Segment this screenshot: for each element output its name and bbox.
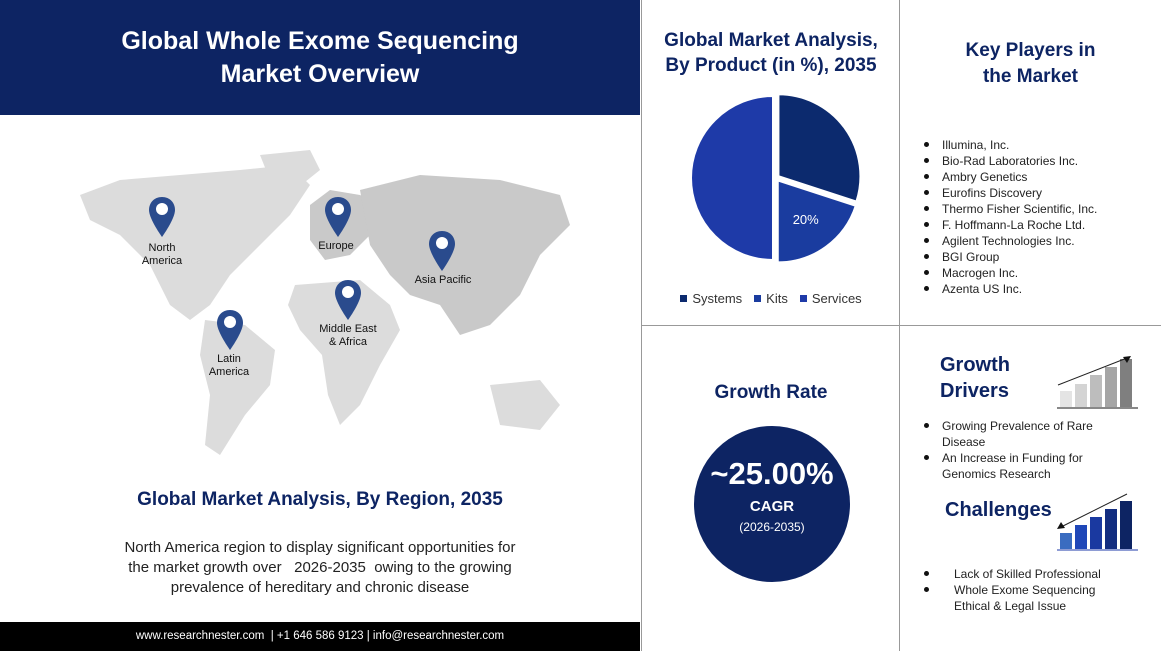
region-analysis-title: Global Market Analysis, By Region, 2035 — [137, 489, 503, 510]
map-pin-latin-america[interactable] — [216, 310, 244, 355]
map-label-middle-east-africa: Middle East & Africa — [319, 323, 377, 348]
key-players-list: Illumina, Inc. Bio-Rad Laboratories Inc. A… — [924, 137, 1097, 297]
map-pin-middle-east-africa[interactable] — [334, 280, 362, 325]
list-item: Growing Prevalence of Rare Disease — [924, 418, 1124, 450]
divider — [641, 325, 1161, 326]
list-item: Eurofins Discovery — [924, 185, 1097, 201]
map-label-latin-america: Latin America — [208, 353, 250, 378]
list-item: Lack of Skilled Professional — [924, 566, 1124, 582]
page-title: Global Whole Exome Sequencing Market Ove… — [0, 0, 640, 115]
world-map — [80, 150, 570, 455]
legend-item: Services — [799, 291, 862, 306]
list-item: F. Hoffmann-La Roche Ltd. — [924, 217, 1097, 233]
location-pin-icon — [149, 197, 175, 237]
pie-legend: Systems Kits Services — [642, 289, 900, 307]
location-pin-icon — [217, 310, 243, 350]
cagr-label: CAGR — [749, 498, 795, 515]
pie-slice-systems — [777, 93, 862, 203]
list-item: Azenta US Inc. — [924, 281, 1097, 297]
asia-shape — [360, 175, 570, 335]
challenges-title: Challenges — [945, 499, 1052, 521]
australia-shape — [490, 380, 560, 430]
map-label-asia-pacific: Asia Pacific — [414, 274, 472, 286]
legend-label: Systems — [692, 291, 743, 306]
legend-item: Systems — [680, 291, 742, 306]
footer-contact: www.researchnester.com | +1 646 586 9123… — [0, 622, 640, 651]
legend-label: Services — [811, 291, 862, 306]
map-pin-europe[interactable] — [324, 197, 352, 242]
cagr-value: ~25.00% — [710, 456, 834, 491]
product-pie-chart: 20% — [690, 93, 862, 264]
region-description: North America region to display signific… — [124, 539, 516, 596]
list-item: Whole Exome Sequencing Ethical & Legal I… — [924, 582, 1124, 614]
map-pin-asia-pacific[interactable] — [428, 231, 456, 276]
legend-label: Kits — [766, 291, 788, 306]
pie-slice-kits — [776, 179, 858, 264]
location-pin-icon — [429, 231, 455, 271]
list-item: Thermo Fisher Scientific, Inc. — [924, 201, 1097, 217]
list-item: Agilent Technologies Inc. — [924, 233, 1097, 249]
list-item: Ambry Genetics — [924, 169, 1097, 185]
africa-shape — [288, 280, 400, 425]
location-pin-icon — [335, 280, 361, 320]
south-america-shape — [200, 320, 275, 455]
key-players-title: Key Players in the Market — [965, 40, 1096, 87]
pie-data-label: 20% — [793, 212, 819, 227]
greenland-shape — [260, 150, 320, 190]
growth-drivers-list: Growing Prevalence of Rare Disease An Inc… — [924, 418, 1124, 482]
list-item: Macrogen Inc. — [924, 265, 1097, 281]
legend-swatch — [799, 295, 807, 302]
list-item: An Increase in Funding for Genomics Rese… — [924, 450, 1124, 482]
growth-rate-title: Growth Rate — [714, 382, 828, 403]
legend-item: Kits — [754, 291, 788, 306]
list-item: BGI Group — [924, 249, 1097, 265]
growth-drivers-title: Growth Drivers — [940, 354, 1010, 402]
legend-swatch — [680, 295, 688, 302]
cagr-circle: ~25.00% CAGR (2026-2035) — [694, 426, 850, 582]
list-item: Bio-Rad Laboratories Inc. — [924, 153, 1097, 169]
growth-bar-chart-icon — [1057, 356, 1138, 409]
map-pin-north-america[interactable] — [148, 197, 176, 242]
product-chart-title: Global Market Analysis, By Product (in %)… — [664, 30, 878, 76]
challenges-list: Lack of Skilled Professional Whole Exome … — [924, 566, 1124, 614]
location-pin-icon — [325, 197, 351, 237]
decline-bar-chart-icon — [1057, 493, 1138, 551]
legend-swatch — [754, 295, 762, 302]
list-item: Illumina, Inc. — [924, 137, 1097, 153]
north-america-shape — [80, 165, 310, 320]
pie-slice-services — [690, 94, 774, 262]
map-label-north-america: North America — [141, 242, 183, 267]
map-label-europe: Europe — [318, 240, 354, 252]
cagr-period: (2026-2035) — [739, 520, 805, 534]
